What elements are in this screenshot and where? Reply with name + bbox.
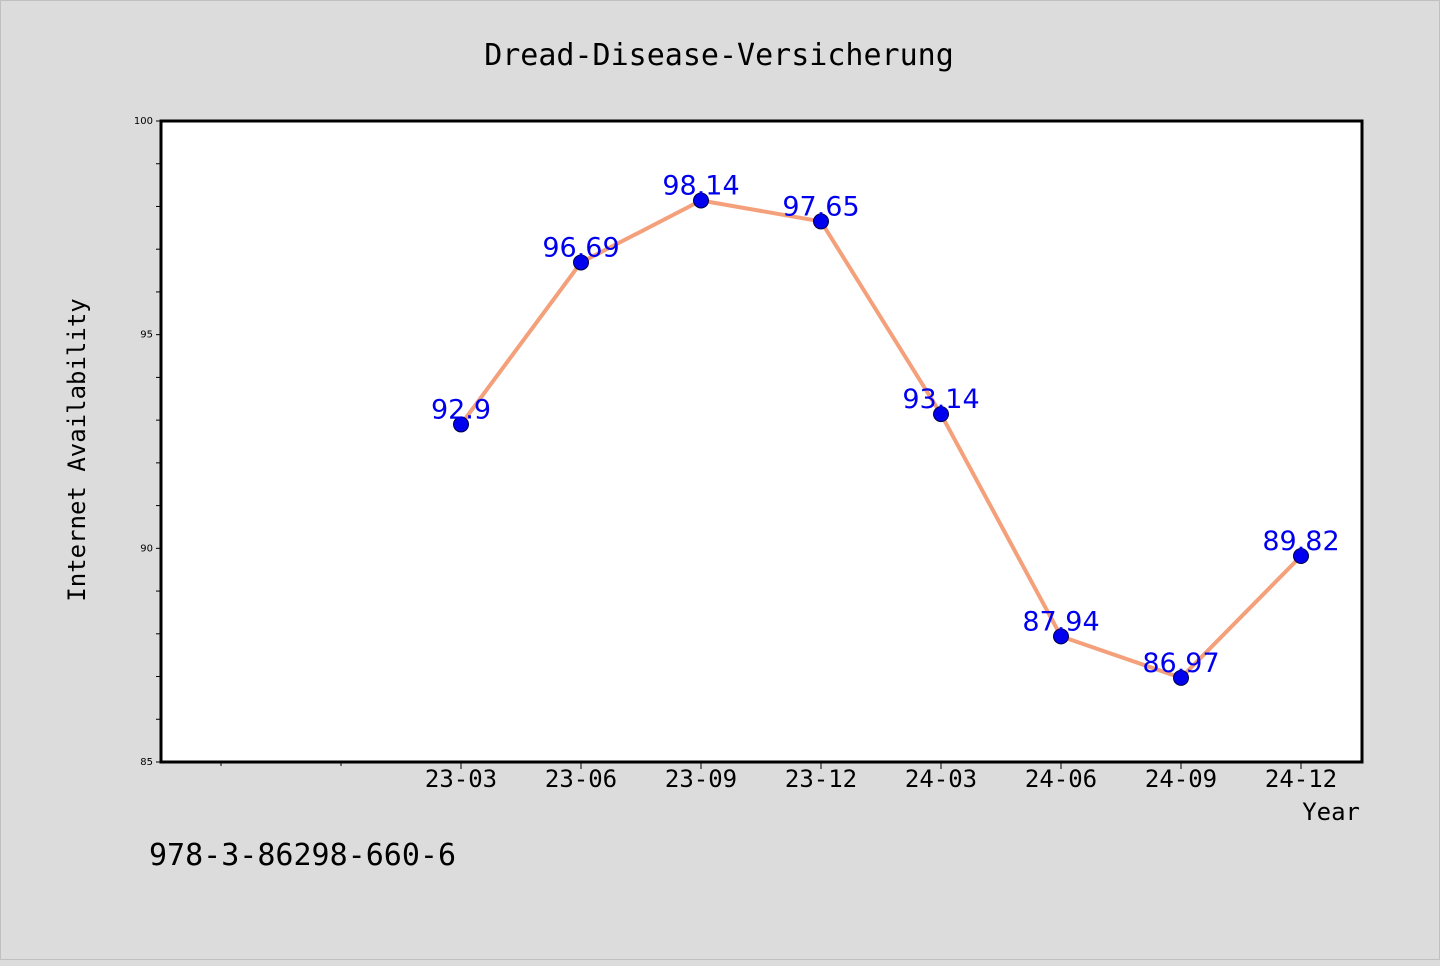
data-label: 96.69 xyxy=(542,232,619,263)
y-tick-label: 90 xyxy=(140,543,153,554)
data-label: 86.97 xyxy=(1142,648,1219,679)
data-point xyxy=(1293,548,1309,565)
data-point xyxy=(1173,669,1189,686)
y-axis: 85 90 95 100 xyxy=(134,116,161,768)
data-label: 97.65 xyxy=(782,191,859,222)
plot-area xyxy=(159,119,1364,764)
y-tick-label: 85 xyxy=(140,757,153,768)
x-axis: 23-03 23-06 23-09 23-12 24-03 24-06 24-09 24-12 xyxy=(220,762,1337,793)
x-tick-label: 24-03 xyxy=(905,765,977,793)
data-point xyxy=(1053,628,1069,645)
data-point xyxy=(933,406,949,423)
x-tick-label: 24-09 xyxy=(1145,765,1217,793)
data-point xyxy=(693,192,709,209)
chart-title: Dread-Disease-Versicherung xyxy=(484,38,954,73)
data-label: 89.82 xyxy=(1262,526,1339,557)
footer-isbn: 978-3-86298-660-6 xyxy=(149,838,456,873)
data-label: 92.9 xyxy=(431,394,491,425)
x-tick-label: 23-12 xyxy=(785,765,857,793)
x-tick-label: 24-06 xyxy=(1025,765,1097,793)
x-tick-label: 23-09 xyxy=(665,765,737,793)
data-point xyxy=(573,254,589,271)
series-group: 92.9 96.69 98.14 97.65 93.14 87.94 86.97 89.82 xyxy=(431,170,1340,686)
x-tick-label: 23-03 xyxy=(425,765,497,793)
data-point xyxy=(453,416,469,433)
series-line xyxy=(459,198,1303,680)
x-tick-label: 23-06 xyxy=(545,765,617,793)
y-tick-label: 100 xyxy=(134,116,153,127)
data-label: 87.94 xyxy=(1022,606,1099,637)
x-tick-label: 24-12 xyxy=(1265,765,1337,793)
data-label: 98.14 xyxy=(662,170,739,201)
data-point xyxy=(813,213,829,230)
y-axis-label: Internet Availability xyxy=(63,298,91,601)
y-tick-label: 95 xyxy=(140,330,153,341)
x-axis-label: Year xyxy=(1302,798,1360,826)
data-label: 93.14 xyxy=(902,384,979,415)
